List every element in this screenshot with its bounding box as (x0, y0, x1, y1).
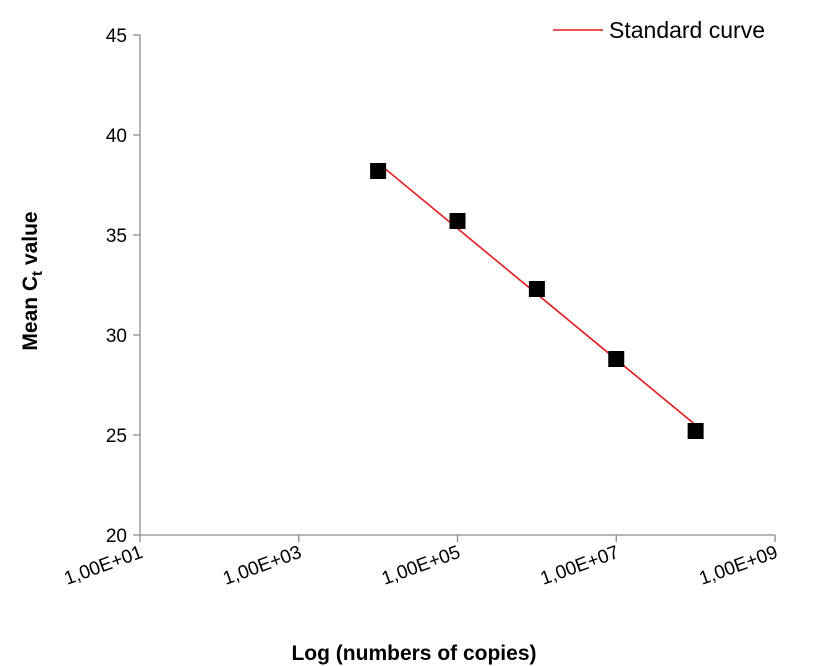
legend: Standard curve (553, 17, 765, 43)
x-ticks: 1,00E+01 1,00E+03 1,00E+05 1,00E+07 1,00E+09 (62, 535, 781, 590)
data-point (687, 423, 704, 439)
data-point (449, 213, 466, 229)
y-ticks: 20 25 30 35 40 45 (106, 26, 140, 547)
y-axis-title-subscript: t (29, 271, 46, 276)
x-axis-title: Log (numbers of copies) (291, 642, 536, 665)
x-tick-label: 1,00E+03 (220, 542, 304, 590)
series (370, 162, 704, 439)
y-axis-title: Mean Ct value (19, 211, 46, 350)
data-point (528, 281, 545, 297)
y-tick-label: 40 (106, 126, 127, 147)
y-axis-title-main: Mean C (19, 276, 42, 351)
x-tick-label: 1,00E+09 (697, 542, 781, 590)
y-tick-label: 35 (106, 226, 127, 247)
y-tick-label: 20 (106, 526, 127, 547)
x-tick-label: 1,00E+01 (62, 542, 146, 590)
x-tick-label: 1,00E+07 (538, 542, 622, 590)
x-tick-label: 1,00E+05 (379, 542, 463, 590)
legend-label-standard-curve: Standard curve (609, 17, 765, 43)
y-tick-label: 30 (106, 326, 127, 347)
y-tick-label: 45 (106, 26, 127, 47)
axes (139, 35, 775, 536)
data-point (608, 351, 625, 367)
y-axis-title-tail: value (19, 211, 42, 271)
y-tick-label: 25 (106, 426, 127, 447)
data-point (370, 163, 387, 179)
